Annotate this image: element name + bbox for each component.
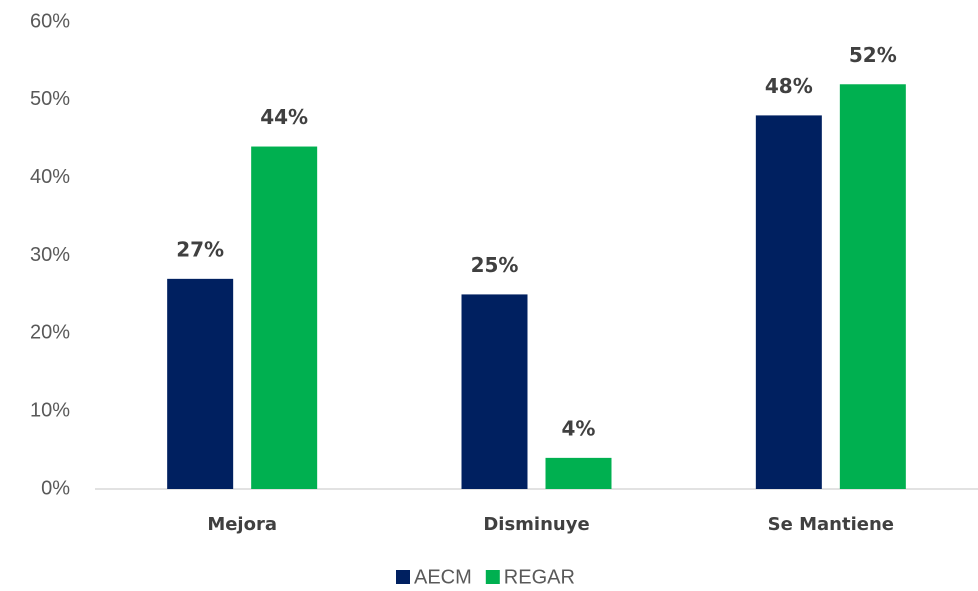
bar <box>755 115 822 490</box>
data-label: 27% <box>176 237 224 261</box>
y-tick-label: 0% <box>41 477 70 499</box>
x-tick-label: Mejora <box>207 514 277 535</box>
bar <box>545 457 612 489</box>
x-tick-label: Se Mantiene <box>768 514 894 535</box>
y-tick-label: 40% <box>30 166 70 188</box>
y-tick-label: 60% <box>30 10 70 32</box>
y-tick-label: 50% <box>30 88 70 110</box>
y-tick-label: 30% <box>30 244 70 266</box>
y-tick-label: 10% <box>30 399 70 421</box>
data-label: 44% <box>260 105 308 129</box>
bar <box>167 278 234 489</box>
data-label: 4% <box>562 416 596 440</box>
legend-swatch <box>485 570 500 584</box>
legend-label: REGAR <box>504 566 575 588</box>
bar <box>461 294 528 489</box>
legend-swatch <box>396 570 410 584</box>
x-tick-label: Disminuye <box>483 514 589 535</box>
bar <box>251 146 318 490</box>
y-tick-label: 20% <box>30 322 70 344</box>
legend-label: AECM <box>414 566 472 588</box>
data-label: 48% <box>765 74 813 98</box>
data-label: 52% <box>849 43 897 67</box>
bar <box>839 84 906 490</box>
data-label: 25% <box>471 253 519 277</box>
